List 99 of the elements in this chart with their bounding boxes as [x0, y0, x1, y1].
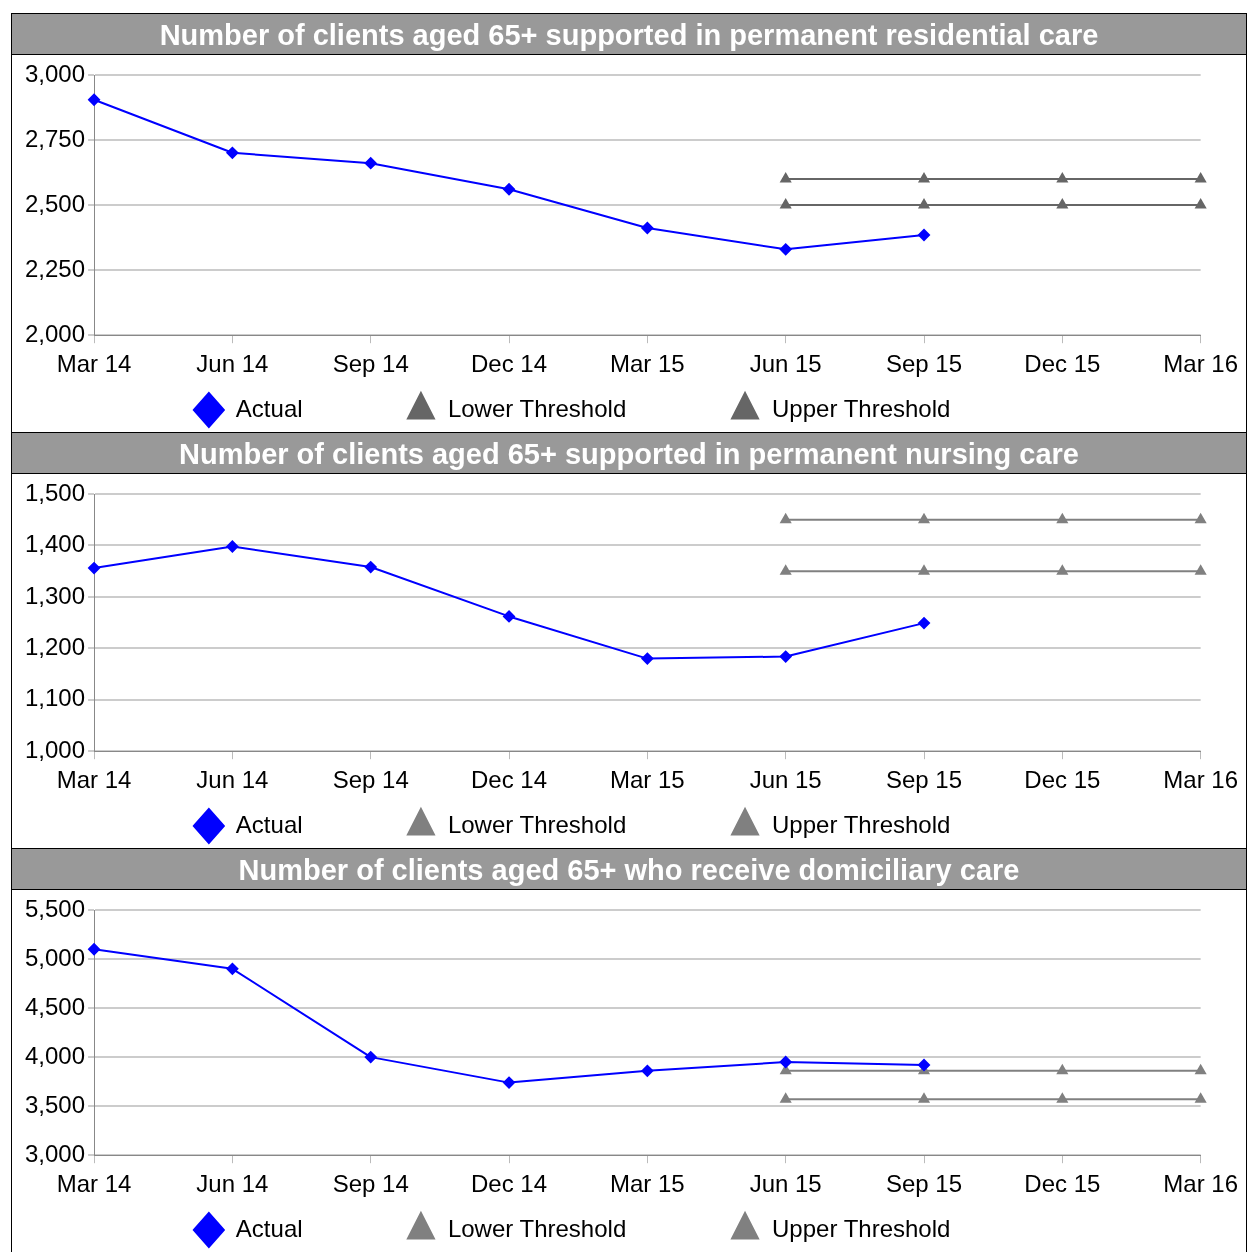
- point: [226, 962, 239, 975]
- point: [780, 173, 792, 183]
- y-tick-label: 4,000: [25, 1041, 86, 1069]
- point: [1195, 1064, 1206, 1075]
- x-tick-label: Jun 15: [749, 350, 822, 378]
- legend-label: Lower Threshold: [447, 1214, 720, 1242]
- x-tick-label: Mar 16: [1163, 1170, 1238, 1198]
- y-tick-label: 4,500: [25, 992, 86, 1020]
- point: [1057, 173, 1068, 183]
- x-tick-label: Dec 15: [1024, 350, 1101, 378]
- point: [1195, 565, 1206, 575]
- point: [1195, 513, 1206, 524]
- point: [88, 93, 101, 106]
- x-tick-label: Mar 14: [56, 766, 132, 794]
- x-tick-label: Sep 14: [332, 1170, 409, 1198]
- x-tick-label: Jun 15: [749, 1170, 822, 1198]
- y-tick-label: 2,500: [25, 189, 86, 217]
- x-tick-label: Mar 16: [1163, 350, 1238, 378]
- x-tick-label: Sep 15: [885, 766, 963, 794]
- point: [1057, 199, 1068, 209]
- y-tick-label: 2,750: [25, 124, 86, 152]
- y-tick-label: 1,100: [25, 684, 86, 712]
- point: [1057, 513, 1068, 524]
- x-tick-label: Jun 14: [196, 350, 269, 378]
- x-tick-label: Mar 15: [610, 766, 685, 794]
- point: [918, 229, 930, 242]
- x-tick-label: Mar 14: [56, 1170, 132, 1198]
- x-tick-label: Jun 15: [749, 766, 822, 794]
- x-tick-label: Mar 15: [610, 350, 685, 378]
- point: [1195, 173, 1206, 183]
- chart-title: Number of clients aged 65+ supported in permanent nursing care: [12, 433, 1246, 474]
- chart-title: Number of clients aged 65+ supported in permanent residential care: [12, 14, 1246, 55]
- y-tick-label: 5,500: [25, 894, 86, 922]
- x-tick-label: Dec 14: [471, 350, 548, 378]
- point: [1057, 565, 1068, 575]
- x-tick-label: Mar 15: [610, 1170, 685, 1198]
- y-tick-label: 1,500: [25, 478, 86, 506]
- point: [1057, 1093, 1068, 1103]
- x-tick-label: Dec 15: [1024, 1170, 1101, 1198]
- point: [88, 943, 101, 956]
- point: [226, 146, 239, 159]
- point: [780, 565, 792, 575]
- point: [503, 183, 516, 196]
- x-tick-label: Mar 14: [56, 350, 132, 378]
- x-tick-label: Dec 15: [1024, 766, 1101, 794]
- point: [88, 562, 101, 575]
- point: [780, 513, 792, 524]
- point: [779, 650, 792, 663]
- x-tick-label: Sep 14: [332, 350, 409, 378]
- point: [918, 1093, 930, 1103]
- y-tick-label: 5,000: [25, 943, 86, 971]
- legend-label: Lower Threshold: [447, 810, 720, 838]
- x-tick-label: Sep 15: [885, 1170, 963, 1198]
- point: [364, 157, 377, 170]
- point: [918, 617, 930, 630]
- y-tick-label: 1,000: [25, 735, 86, 763]
- point: [1195, 199, 1206, 209]
- legend-label: Actual: [235, 810, 396, 838]
- y-tick-label: 1,200: [25, 632, 86, 660]
- x-tick-label: Jun 14: [196, 1170, 269, 1198]
- y-tick-label: 2,000: [25, 319, 86, 347]
- x-tick-label: Jun 14: [196, 766, 269, 794]
- point: [364, 561, 377, 574]
- y-tick-label: 3,000: [25, 1139, 86, 1167]
- x-tick-label: Dec 14: [471, 1170, 548, 1198]
- point: [918, 1058, 930, 1071]
- x-tick-label: Sep 15: [885, 350, 963, 378]
- y-tick-label: 1,300: [25, 581, 86, 609]
- point: [641, 652, 654, 665]
- point: [1195, 1093, 1206, 1103]
- legend-label: Lower Threshold: [447, 394, 720, 422]
- legend-label: Actual: [235, 394, 396, 422]
- point: [918, 173, 930, 183]
- x-tick-label: Dec 14: [471, 766, 548, 794]
- point: [641, 222, 654, 234]
- point: [503, 610, 516, 623]
- point: [779, 1056, 792, 1069]
- y-tick-label: 1,400: [25, 530, 86, 558]
- chart-title: Number of clients aged 65+ who receive domiciliary care: [12, 849, 1246, 890]
- x-tick-label: Sep 14: [332, 766, 409, 794]
- point: [226, 540, 239, 553]
- legend-label: Actual: [235, 1214, 396, 1242]
- point: [780, 1093, 792, 1103]
- point: [918, 565, 930, 575]
- point: [1057, 1064, 1068, 1075]
- x-tick-label: Mar 16: [1163, 766, 1238, 794]
- legend-label: Upper Threshold: [772, 810, 1044, 838]
- point: [364, 1051, 377, 1064]
- y-tick-label: 3,500: [25, 1090, 86, 1118]
- point: [918, 199, 930, 209]
- point: [780, 199, 792, 209]
- point: [503, 1076, 516, 1089]
- point: [641, 1064, 654, 1077]
- y-tick-label: 3,000: [25, 59, 86, 87]
- y-tick-label: 2,250: [25, 254, 86, 282]
- legend-label: Upper Threshold: [772, 394, 1044, 422]
- point: [918, 513, 930, 524]
- point: [779, 243, 792, 256]
- legend-label: Upper Threshold: [772, 1214, 1044, 1242]
